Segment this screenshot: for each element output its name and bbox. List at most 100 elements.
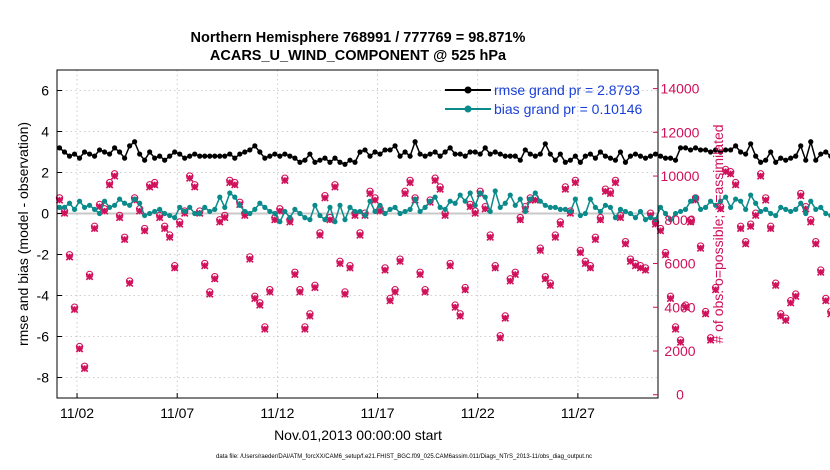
rmse-point bbox=[472, 149, 478, 155]
bias-point bbox=[327, 204, 333, 210]
y-left-tick-label: 4 bbox=[41, 124, 49, 140]
bias-point bbox=[542, 202, 548, 208]
bias-point bbox=[137, 200, 143, 206]
rmse-point bbox=[192, 151, 198, 157]
y-left-tick-label: -2 bbox=[37, 247, 50, 263]
x-tick-label: 11/27 bbox=[561, 405, 595, 421]
rmse-point bbox=[682, 145, 689, 151]
obs-assimilated-point bbox=[506, 277, 515, 285]
bias-point bbox=[552, 204, 558, 210]
rmse-point bbox=[407, 153, 413, 159]
obs-assimilated-point bbox=[636, 264, 645, 272]
bias-point bbox=[803, 210, 809, 217]
obs-assimilated-point bbox=[351, 211, 359, 220]
obs-assimilated-point bbox=[416, 270, 424, 279]
obs-assimilated-point bbox=[391, 288, 399, 296]
obs-assimilated-point bbox=[531, 196, 540, 204]
rmse-point bbox=[768, 149, 774, 155]
bias-point bbox=[818, 204, 824, 210]
axis-ticks: 6 4 2 0 -2 -4 -6 -8 14000 12000 10000 8000 6000 4000 2… bbox=[37, 81, 700, 421]
y-right-tick-label: 6000 bbox=[664, 256, 695, 272]
obs-assimilated-point bbox=[281, 176, 289, 185]
x-tick-label: 11/07 bbox=[160, 405, 194, 421]
obs-assimilated-point bbox=[175, 220, 184, 228]
y-left-tick-label: 2 bbox=[41, 165, 49, 181]
bias-point bbox=[157, 206, 163, 212]
bias-point bbox=[482, 194, 488, 200]
bias-point bbox=[642, 217, 649, 223]
bias-point bbox=[262, 204, 268, 210]
bias-point bbox=[287, 215, 293, 221]
rmse-point bbox=[76, 155, 83, 161]
obs-assimilated-point bbox=[822, 296, 830, 305]
bias-point bbox=[602, 202, 609, 208]
rmse-point bbox=[482, 145, 488, 151]
bias-point bbox=[667, 217, 674, 223]
obs-assimilated-point bbox=[561, 185, 570, 193]
rmse-point bbox=[402, 149, 408, 155]
bias-point bbox=[728, 204, 734, 210]
rmse-point bbox=[312, 159, 318, 165]
bias-point bbox=[252, 206, 258, 212]
bias-point bbox=[682, 206, 689, 212]
obs-assimilated-point bbox=[661, 251, 670, 259]
rmse-point bbox=[222, 153, 228, 159]
bias-point bbox=[282, 208, 288, 215]
rmse-point bbox=[557, 151, 563, 157]
obs-assimilated-point bbox=[406, 178, 414, 187]
y-left-tick-label: 0 bbox=[41, 206, 49, 222]
bias-point bbox=[71, 206, 78, 212]
rmse-point bbox=[572, 153, 578, 159]
obs-assimilated-point bbox=[546, 281, 555, 290]
rmse-point bbox=[617, 149, 624, 155]
obs-assimilated-point bbox=[626, 257, 635, 266]
obs-assimilated-point bbox=[817, 268, 825, 277]
bias-point bbox=[127, 202, 133, 208]
rmse-point bbox=[66, 153, 73, 159]
rmse-point bbox=[552, 157, 558, 163]
rmse-point bbox=[292, 155, 298, 161]
bias-point bbox=[748, 192, 754, 198]
rmse-point bbox=[667, 155, 674, 161]
bias-point bbox=[177, 204, 183, 210]
bias-point bbox=[557, 206, 563, 212]
bias-point bbox=[101, 198, 108, 204]
rmse-point bbox=[507, 153, 513, 159]
bias-point bbox=[152, 208, 158, 215]
x-tick-label: 11/12 bbox=[260, 405, 294, 421]
bias-point bbox=[81, 204, 88, 210]
obs-assimilated-point bbox=[271, 216, 279, 224]
bias-series bbox=[56, 188, 830, 225]
obs-assimilated-point bbox=[501, 314, 510, 322]
bias-point bbox=[452, 200, 458, 206]
rmse-point bbox=[672, 157, 679, 163]
rmse-point bbox=[728, 147, 734, 153]
obs-assimilated-point bbox=[736, 224, 745, 233]
bias-point bbox=[672, 210, 679, 217]
bias-point bbox=[657, 204, 664, 210]
rmse-point bbox=[247, 147, 253, 153]
bias-point bbox=[718, 198, 724, 204]
rmse-point bbox=[282, 151, 288, 157]
bias-point bbox=[442, 206, 448, 212]
y-axis-left-label: rmse and bias (model - observation) bbox=[15, 122, 31, 346]
bias-point bbox=[187, 204, 193, 210]
obs-assimilated-point bbox=[751, 211, 760, 220]
rmse-point bbox=[607, 155, 614, 161]
bias-point bbox=[502, 200, 508, 206]
rmse-point bbox=[332, 155, 338, 161]
obs-assimilated-point bbox=[226, 178, 234, 187]
obs-assimilated-point bbox=[656, 226, 665, 235]
obs-assimilated-point bbox=[586, 264, 595, 272]
rmse-point bbox=[367, 153, 373, 159]
rmse-point bbox=[297, 159, 303, 165]
obs-assimilated-point bbox=[115, 213, 124, 222]
bias-point bbox=[427, 198, 433, 204]
obs-assimilated-point bbox=[451, 303, 459, 312]
obs-assimilated-point bbox=[446, 261, 454, 270]
obs-assimilated-point bbox=[771, 281, 780, 290]
rmse-point bbox=[137, 151, 143, 157]
rmse-point bbox=[372, 149, 378, 155]
obs-assimilated-point bbox=[155, 213, 164, 222]
